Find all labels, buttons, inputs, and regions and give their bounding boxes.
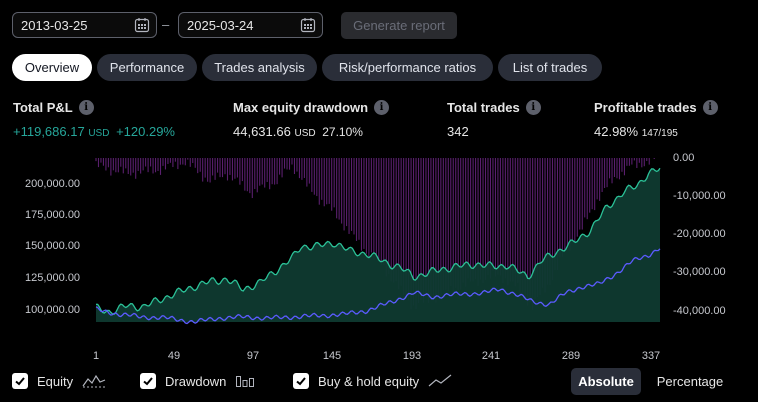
profitable-trades-label: Profitable trades i	[594, 100, 718, 115]
y-tick-left: 150,000.00	[25, 240, 81, 252]
drawdown-legend-label: Drawdown	[165, 373, 227, 389]
x-tick: 97	[246, 350, 260, 362]
check-icon	[143, 377, 153, 386]
max-drawdown-value: 44,631.66 USD 27.10%	[233, 124, 363, 139]
start-date-value: 2013-03-25	[21, 17, 88, 33]
equity-chart-icon	[82, 374, 106, 388]
max-drawdown-label: Max equity drawdown i	[233, 100, 390, 115]
date-separator: –	[162, 17, 170, 32]
total-trades-label: Total trades i	[447, 100, 541, 115]
tab-risk-performance-ratios[interactable]: Risk/performance ratios	[322, 54, 493, 81]
y-tick-right: 0.00	[673, 152, 695, 164]
generate-report-button[interactable]: Generate report	[341, 12, 457, 39]
buy-hold-checkbox[interactable]	[293, 373, 309, 389]
start-date-input[interactable]: 2013-03-25	[12, 12, 157, 38]
drawdown-checkbox[interactable]	[140, 373, 156, 389]
calendar-icon[interactable]	[134, 17, 150, 33]
y-tick-left: 125,000.00	[25, 272, 81, 284]
profitable-trades-value: 42.98% 147/195	[594, 124, 678, 139]
info-icon[interactable]: i	[702, 100, 718, 115]
y-tick-right: -40,000.00	[673, 305, 726, 317]
total-pnl-label: Total P&L i	[13, 100, 94, 115]
x-tick: 193	[402, 350, 422, 362]
equity-checkbox[interactable]	[12, 373, 28, 389]
tab-overview[interactable]: Overview	[12, 54, 92, 81]
check-icon	[15, 377, 25, 386]
equity-legend-label: Equity	[37, 373, 74, 389]
absolute-button[interactable]: Absolute	[571, 368, 641, 395]
calendar-icon[interactable]	[300, 17, 316, 33]
percentage-button[interactable]: Percentage	[656, 374, 724, 389]
tab-list-of-trades[interactable]: List of trades	[498, 54, 602, 81]
y-tick-right: -30,000.00	[673, 266, 726, 278]
info-icon[interactable]: i	[525, 100, 541, 115]
buy-hold-line	[95, 248, 661, 325]
y-tick-left: 100,000.00	[25, 304, 81, 316]
y-tick-left: 175,000.00	[25, 209, 81, 221]
end-date-input[interactable]: 2025-03-24	[178, 12, 323, 38]
info-icon[interactable]: i	[374, 100, 390, 115]
equity-line	[95, 167, 661, 315]
check-icon	[296, 377, 306, 386]
legend-buy-hold[interactable]: Buy & hold equity	[293, 373, 452, 389]
buy-hold-legend-label: Buy & hold equity	[318, 373, 420, 389]
x-tick: 145	[322, 350, 342, 362]
x-tick: 337	[641, 350, 661, 362]
legend-equity[interactable]: Equity	[12, 373, 106, 389]
line-chart-icon	[428, 374, 452, 387]
tab-performance[interactable]: Performance	[97, 54, 197, 81]
total-trades-value: 342	[447, 124, 469, 139]
y-tick-left: 200,000.00	[25, 178, 81, 190]
x-tick: 241	[481, 350, 501, 362]
tab-trades-analysis[interactable]: Trades analysis	[202, 54, 317, 81]
equity-area	[96, 168, 660, 322]
y-tick-right: -10,000.00	[673, 190, 726, 202]
y-tick-right: -20,000.00	[673, 228, 726, 240]
drawdown-bars-icon	[236, 376, 255, 387]
x-tick: 1	[92, 350, 100, 362]
info-icon[interactable]: i	[78, 100, 94, 115]
total-pnl-value: +119,686.17 USD +120.29%	[13, 124, 175, 139]
end-date-value: 2025-03-24	[187, 17, 254, 33]
x-tick: 49	[167, 350, 181, 362]
x-tick: 289	[561, 350, 581, 362]
legend-drawdown[interactable]: Drawdown	[140, 373, 255, 389]
